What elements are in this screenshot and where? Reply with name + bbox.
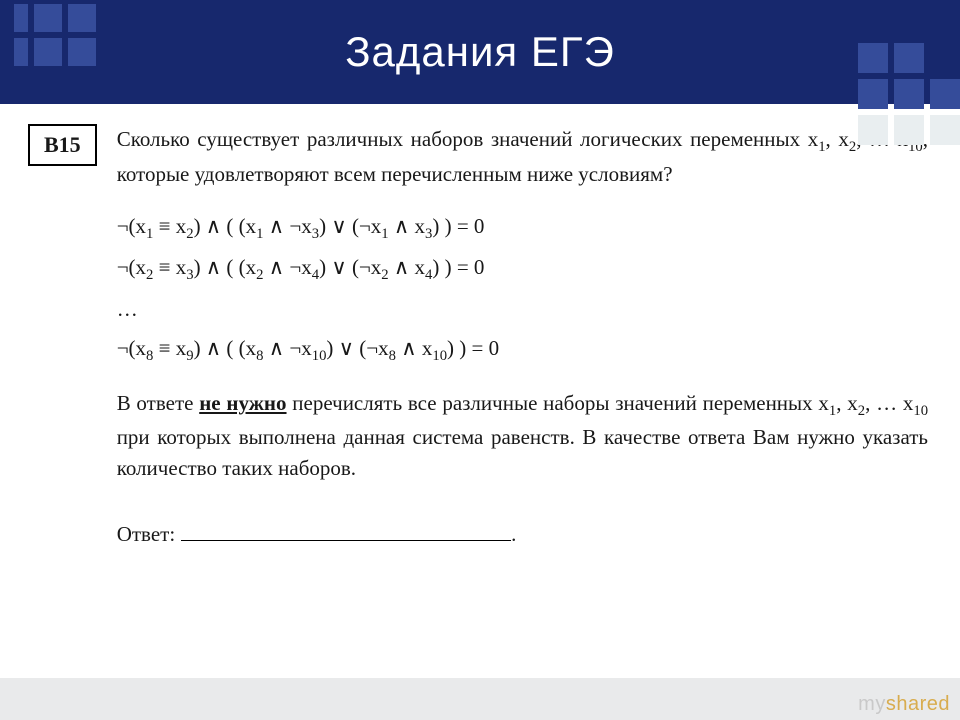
watermark-part2: shared [886,693,950,715]
intro-sub: 1 [818,139,825,155]
note-sub: 2 [858,403,865,419]
problem-intro: Сколько существует различных наборов зна… [117,124,928,189]
deco-square [894,79,924,109]
deco-square [894,115,924,145]
deco-square [68,38,96,66]
note-sub: 10 [913,403,928,419]
equation-line: ¬(x8 ≡ x9) ∧ ( (x8 ∧ ¬x10) ∨ (¬x8 ∧ x10)… [117,329,928,370]
answer-blank [181,540,511,541]
problem-badge: B15 [28,124,97,166]
deco-square [14,38,28,66]
answer-line: Ответ:. [117,519,928,549]
deco-square [34,4,62,32]
footer-bar [0,678,960,720]
equation-ellipsis: … [117,290,928,329]
deco-square [858,43,888,73]
watermark-part1: my [858,693,886,715]
header-decoration-right [858,43,960,145]
note-text: В ответе [117,391,200,415]
note-text: , … x [865,391,913,415]
equation-line: ¬(x2 ≡ x3) ∧ ( (x2 ∧ ¬x4) ∨ (¬x2 ∧ x4) )… [117,248,928,289]
answer-label: Ответ: [117,522,175,546]
note-emphasis: не нужно [199,391,286,415]
deco-square [14,4,28,32]
deco-square [930,115,960,145]
slide-title: Задания ЕГЭ [345,28,615,76]
problem-note: В ответе не нужно перечислять все различ… [117,388,928,483]
intro-text: Сколько существует различных наборов зна… [117,127,819,151]
note-text: , x [836,391,858,415]
equation-line: ¬(x1 ≡ x2) ∧ ( (x1 ∧ ¬x3) ∨ (¬x1 ∧ x3) )… [117,207,928,248]
note-text: при которых выполнена данная система рав… [117,425,928,479]
deco-square [858,79,888,109]
problem-container: B15 Сколько существует различных наборов… [28,124,928,550]
deco-square [858,115,888,145]
header-decoration-left [0,4,96,66]
slide-header: Задания ЕГЭ [0,0,960,104]
deco-square [34,38,62,66]
problem-body: Сколько существует различных наборов зна… [117,124,928,550]
note-text: перечислять все различные наборы значени… [287,391,829,415]
watermark: myshared [858,693,950,716]
slide-content: B15 Сколько существует различных наборов… [0,104,960,570]
answer-period: . [511,522,516,546]
deco-square [930,79,960,109]
deco-square [68,4,96,32]
deco-square [894,43,924,73]
intro-text: , x [826,127,849,151]
equations-block: ¬(x1 ≡ x2) ∧ ( (x1 ∧ ¬x3) ∨ (¬x1 ∧ x3) )… [117,207,928,370]
